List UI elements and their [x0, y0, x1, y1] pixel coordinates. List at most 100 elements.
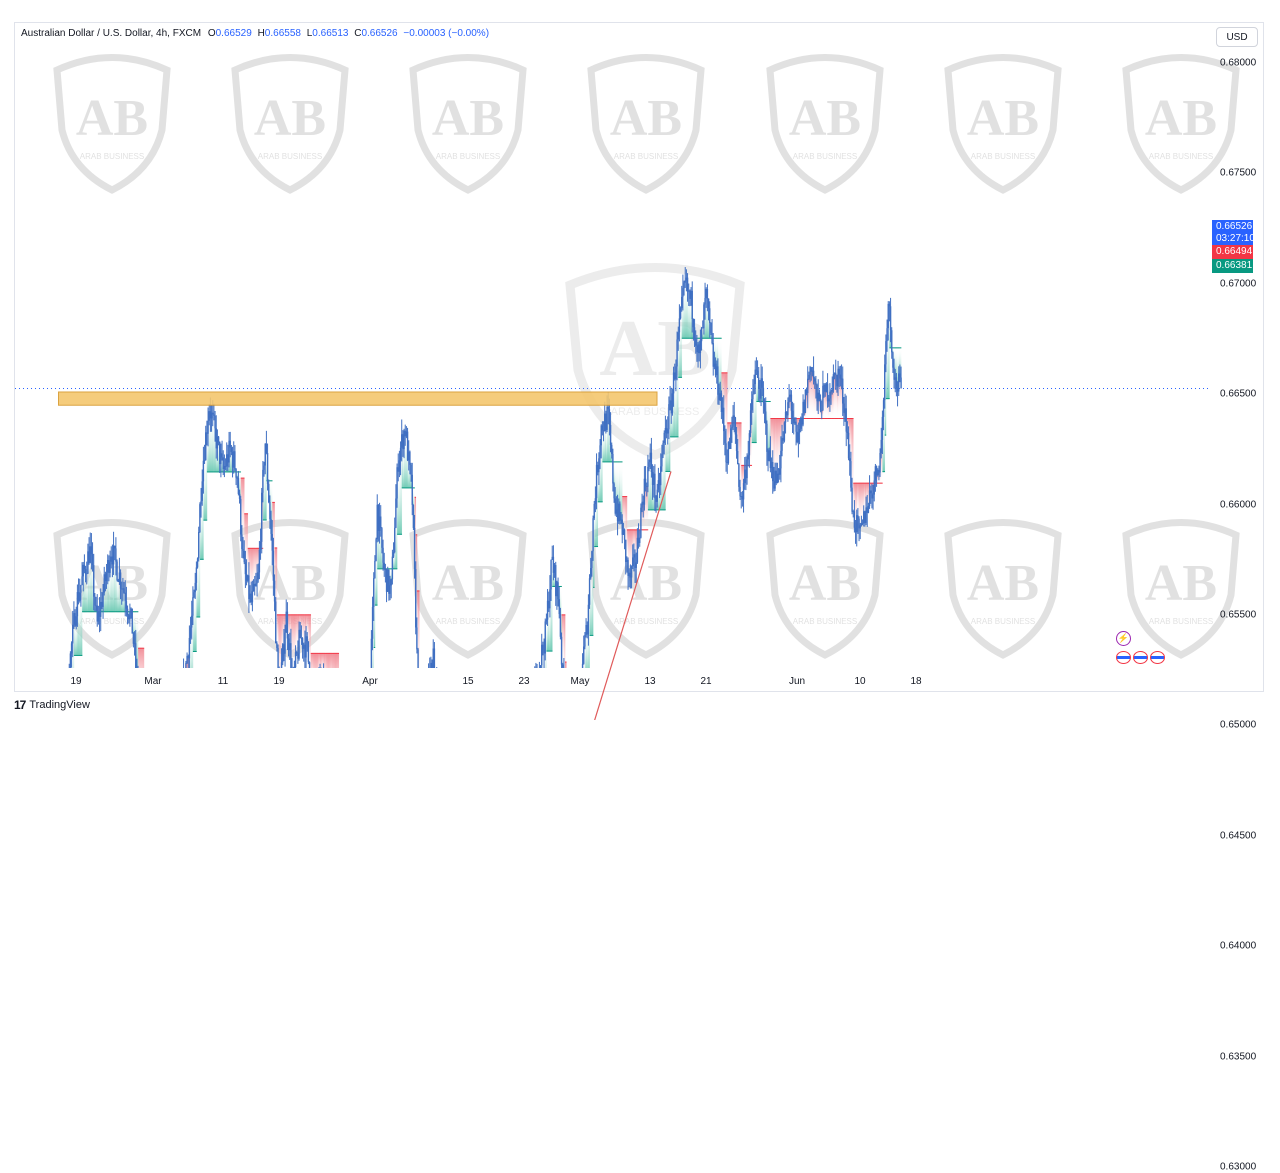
x-tick-label: Apr: [362, 676, 378, 687]
chart-frame: [14, 22, 1264, 692]
candle: [280, 648, 283, 668]
drawings-layer[interactable]: [34, 391, 672, 720]
candle: [552, 545, 555, 581]
band-fill: [660, 466, 663, 510]
candle: [809, 365, 811, 383]
band-fill: [151, 682, 152, 720]
flash-icon[interactable]: ⚡: [1116, 631, 1131, 646]
band-fill: [76, 616, 78, 656]
band-fill: [661, 454, 664, 510]
candle: [744, 457, 746, 490]
candle: [297, 640, 299, 664]
candle: [640, 503, 642, 539]
candle: [118, 557, 121, 585]
tradingview-logo-icon[interactable]: 17: [14, 698, 26, 712]
candle: [429, 657, 431, 668]
band-fill: [152, 682, 153, 717]
band-fill: [440, 669, 441, 720]
band-fill: [340, 696, 341, 720]
candle: [112, 531, 115, 575]
band-fill: [772, 418, 775, 482]
candle: [557, 577, 559, 607]
candle: [593, 500, 595, 521]
band-fill: [681, 296, 684, 339]
au-flag-icon[interactable]: [1133, 651, 1148, 664]
candle: [641, 493, 643, 513]
price-chart[interactable]: AB ARAB BUSINESS AB ARAB BUSINESS AB ARAB BUS…: [0, 0, 1280, 720]
trendline[interactable]: [500, 471, 672, 720]
candle: [819, 394, 822, 413]
band-fill: [335, 653, 337, 668]
economic-events[interactable]: [1116, 651, 1165, 664]
band-fill: [766, 401, 769, 452]
band-fill: [165, 682, 166, 720]
band-fill: [239, 471, 242, 499]
currency-button[interactable]: USD: [1216, 27, 1258, 47]
band-fill: [532, 685, 533, 720]
band-fill: [583, 646, 586, 668]
candle: [583, 635, 585, 665]
band-fill: [332, 653, 335, 668]
candle: [748, 430, 751, 468]
band-fill: [687, 291, 690, 339]
candle: [612, 448, 614, 492]
band-fill: [545, 621, 547, 668]
band-fill: [372, 607, 375, 668]
candle: [896, 381, 899, 407]
candle: [690, 287, 692, 306]
band-fill: [857, 483, 860, 519]
band-fill: [444, 705, 445, 720]
candle: [304, 630, 306, 668]
band-fill: [262, 469, 265, 520]
candle: [419, 695, 420, 720]
band-fill: [441, 669, 442, 720]
candle: [760, 364, 762, 407]
candle: [801, 413, 803, 431]
y-tick-label: 0.63500: [1220, 1051, 1257, 1063]
candle: [245, 559, 248, 586]
band-fill: [138, 648, 140, 668]
candle: [261, 487, 263, 554]
watermark-text: ARAB BUSINESS: [793, 617, 857, 626]
candle: [761, 366, 763, 397]
candle: [542, 641, 544, 656]
candle: [824, 382, 826, 397]
candle: [255, 572, 257, 587]
candle: [864, 510, 866, 527]
candle: [299, 621, 301, 639]
candle: [601, 421, 604, 436]
band-fill: [199, 504, 202, 560]
brand-name[interactable]: TradingView: [29, 699, 90, 711]
candle: [676, 331, 678, 381]
band-fill: [657, 489, 659, 510]
resistance-zone[interactable]: [58, 391, 658, 406]
candle: [780, 436, 782, 483]
band-fill: [105, 581, 107, 612]
us-flag-icon[interactable]: [1116, 651, 1131, 664]
band-fill: [567, 701, 568, 720]
candle: [320, 667, 322, 668]
band-fill: [688, 290, 691, 339]
candle: [417, 647, 419, 668]
band-fill: [622, 496, 624, 535]
band-fill: [294, 614, 296, 668]
band-fill: [210, 418, 212, 472]
candle: [741, 491, 744, 507]
candle: [140, 695, 141, 717]
candle: [795, 417, 797, 446]
band-fill: [337, 653, 340, 668]
band-fill: [248, 548, 251, 600]
band-fill: [789, 396, 791, 419]
band-fill: [394, 527, 397, 569]
candle: [726, 449, 728, 474]
band-fill: [302, 614, 305, 649]
candle: [116, 559, 118, 582]
candle: [410, 462, 412, 482]
candle: [374, 555, 376, 579]
au-flag-icon[interactable]: [1150, 651, 1165, 664]
footer: 17 TradingView: [14, 698, 90, 712]
watermark-logo: AB: [599, 305, 710, 393]
band-fill: [751, 399, 754, 443]
band-fill: [213, 415, 216, 472]
band-fill: [271, 480, 273, 534]
